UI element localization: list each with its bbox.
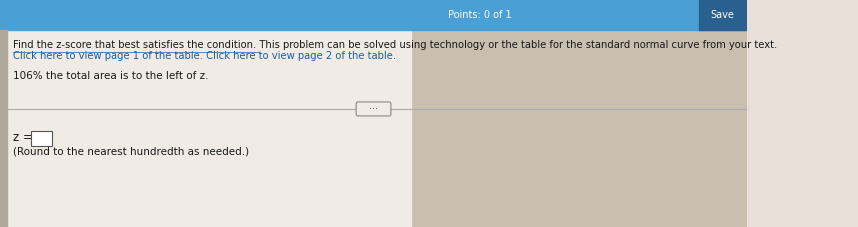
Text: ···: ···: [369, 104, 378, 114]
Text: Find the z-score that best satisfies the condition. This problem can be solved u: Find the z-score that best satisfies the…: [13, 39, 777, 49]
Bar: [0, 30, 7, 227]
Text: Save: Save: [710, 10, 734, 20]
Text: z =: z =: [13, 131, 33, 144]
FancyBboxPatch shape: [356, 102, 391, 116]
Text: (Round to the nearest hundredth as needed.): (Round to the nearest hundredth as neede…: [13, 147, 249, 157]
Text: Points: 0 of 1: Points: 0 of 1: [448, 10, 512, 20]
FancyBboxPatch shape: [32, 131, 52, 146]
Bar: [7, 30, 411, 227]
Text: 106% the total area is to the left of z.: 106% the total area is to the left of z.: [13, 71, 208, 81]
Bar: [699, 0, 747, 30]
Text: Click here to view page 1 of the table. Click here to view page 2 of the table.: Click here to view page 1 of the table. …: [13, 51, 396, 61]
Bar: [0, 0, 747, 30]
Bar: [411, 30, 747, 227]
